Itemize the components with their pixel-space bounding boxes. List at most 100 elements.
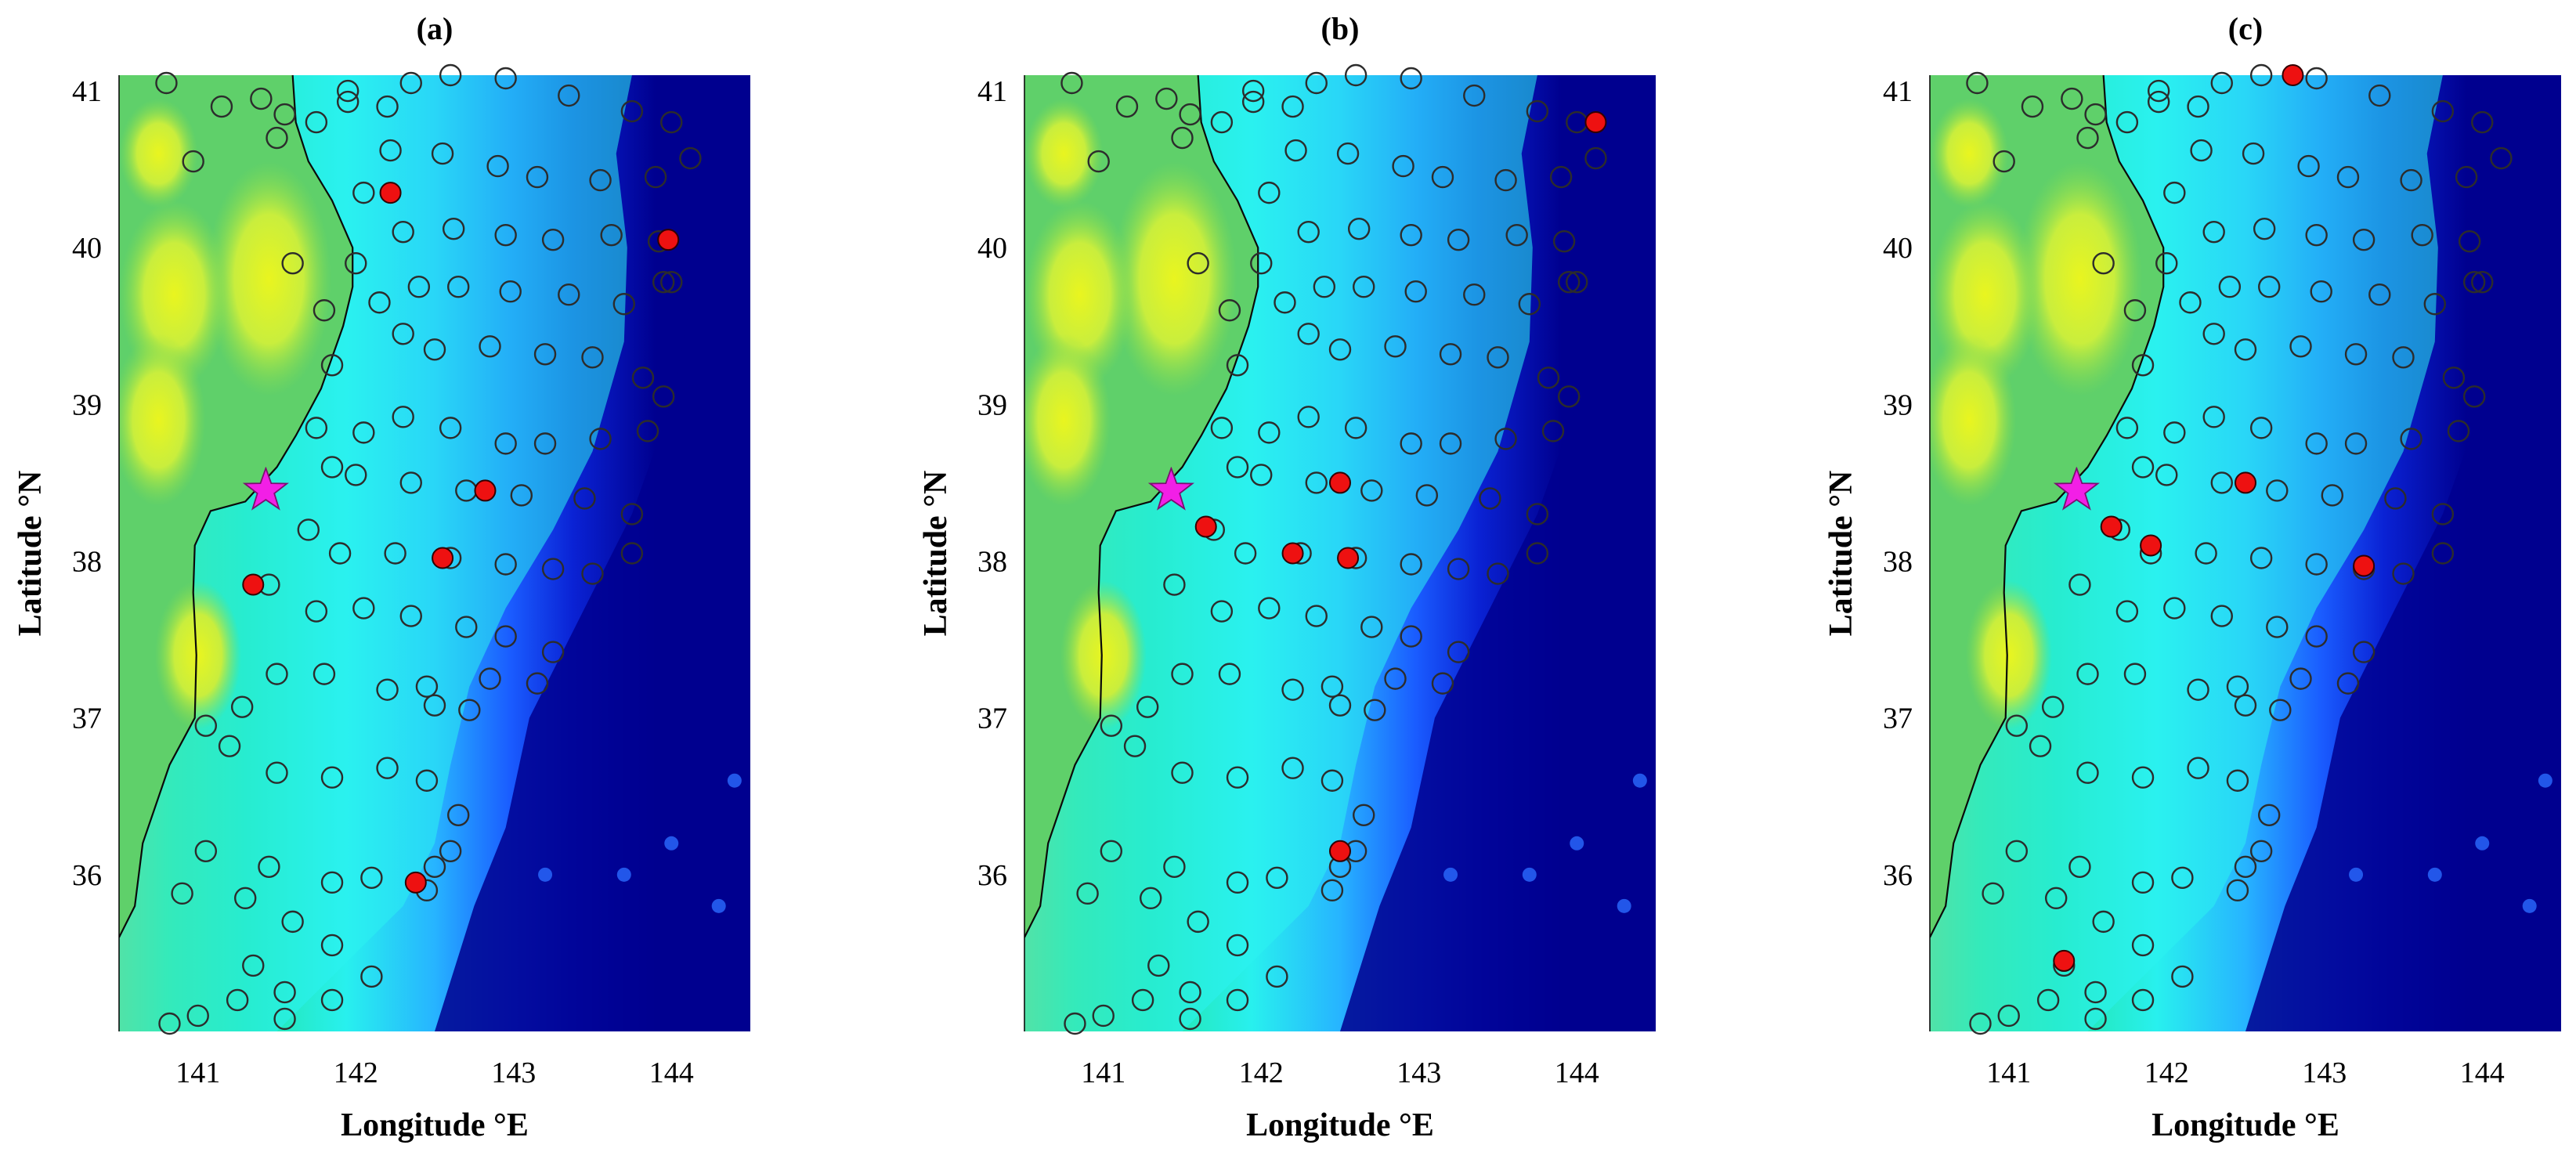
station-marker [620, 542, 644, 565]
station-marker [2253, 217, 2276, 240]
y-tick-label: 38 [1883, 546, 1913, 579]
panel-label: (c) [2228, 11, 2263, 46]
station-marker [439, 417, 462, 439]
station-marker [1274, 291, 1296, 314]
station-marker [1297, 406, 1320, 428]
station-marker [155, 71, 178, 95]
station-marker [2249, 63, 2273, 87]
station-marker [644, 165, 667, 189]
station-marker [392, 220, 414, 244]
station-marker [158, 1012, 181, 1035]
y-tick-label: 36 [72, 859, 102, 892]
station-marker [1557, 385, 1581, 408]
station-marker [1179, 1007, 1201, 1031]
station-marker [652, 271, 675, 294]
seamount [1632, 773, 1647, 788]
x-tick-label: 143 [491, 1056, 536, 1089]
station-marker [479, 667, 501, 690]
station-marker [2084, 103, 2107, 126]
station-marker [2447, 420, 2470, 442]
station-marker [1266, 866, 1288, 890]
station-marker [1100, 840, 1123, 863]
x-tick-label: 141 [175, 1056, 220, 1089]
station-marker [679, 146, 702, 170]
station-marker [620, 503, 644, 526]
station-marker [1115, 95, 1139, 118]
station-marker [1997, 1004, 2020, 1028]
station-marker [423, 855, 446, 879]
station-marker [1447, 558, 1470, 580]
station-marker [2076, 126, 2099, 150]
station-marker [2076, 663, 2099, 685]
station-marker [533, 432, 557, 455]
station-marker [1226, 988, 1249, 1012]
station-marker [1549, 165, 1573, 189]
station-marker [1526, 542, 1549, 565]
station-marker [2258, 276, 2281, 298]
station-marker [2084, 981, 2107, 1004]
station-marker [2344, 432, 2368, 455]
station-marker [297, 518, 320, 541]
station-marker [281, 910, 304, 934]
station-marker [1400, 432, 1422, 455]
station-marker [2289, 667, 2312, 690]
station-marker [541, 641, 565, 663]
station-marker [2187, 678, 2209, 701]
station-marker [1344, 63, 1367, 87]
station-marker [1328, 694, 1352, 717]
station-marker [2289, 335, 2312, 358]
y-tick-label: 39 [1883, 388, 1913, 421]
station-marker [1060, 71, 1083, 95]
panel-label: (b) [1321, 11, 1360, 46]
station-marker [1344, 417, 1367, 439]
selected-station-marker [1337, 547, 1360, 569]
x-tick-label: 142 [1239, 1056, 1284, 1089]
station-marker [2411, 223, 2433, 247]
station-marker [1281, 757, 1304, 779]
station-marker [1505, 223, 1528, 247]
station-marker [305, 600, 328, 623]
station-marker [1439, 343, 1462, 366]
station-marker [2171, 965, 2194, 988]
station-marker [423, 338, 446, 361]
station-marker [234, 887, 257, 910]
station-marker [2163, 597, 2186, 619]
station-marker [589, 428, 612, 450]
y-tick-label: 40 [72, 232, 102, 265]
station-marker [1250, 464, 1273, 486]
station-marker [431, 142, 454, 165]
station-marker [652, 385, 675, 408]
selected-station-marker [2053, 949, 2076, 972]
y-axis-label: Latitude °N [13, 471, 49, 637]
station-marker [379, 139, 402, 162]
station-marker [2131, 871, 2155, 894]
station-marker [2431, 503, 2455, 526]
station-marker [2163, 421, 2186, 444]
station-marker [313, 299, 336, 322]
station-marker [360, 965, 383, 988]
station-marker [2061, 87, 2083, 110]
station-marker [1284, 139, 1307, 162]
station-marker [2036, 988, 2060, 1012]
station-marker [194, 840, 218, 863]
station-marker [2226, 879, 2249, 902]
station-marker [1487, 346, 1509, 369]
station-marker [2471, 110, 2494, 134]
x-axis-label: Longitude °E [2151, 1107, 2339, 1143]
station-marker [2115, 110, 2139, 134]
seamount [1443, 867, 1458, 882]
station-marker [1064, 1012, 1086, 1035]
x-tick-label: 141 [1986, 1056, 2031, 1089]
selected-station-marker [2235, 471, 2256, 494]
station-marker [273, 103, 296, 126]
station-marker [581, 346, 604, 369]
station-marker [1360, 616, 1383, 638]
terrain-highland [119, 334, 206, 507]
station-marker [186, 1004, 209, 1028]
station-marker [2392, 562, 2415, 585]
station-marker [423, 694, 446, 717]
station-marker [458, 699, 481, 721]
station-marker [250, 87, 273, 110]
station-marker [1966, 71, 1989, 95]
map-panel-2: (b) 141 142 143 144 36 37 38 39 40 41 Longitude °E L… [918, 11, 1656, 1143]
